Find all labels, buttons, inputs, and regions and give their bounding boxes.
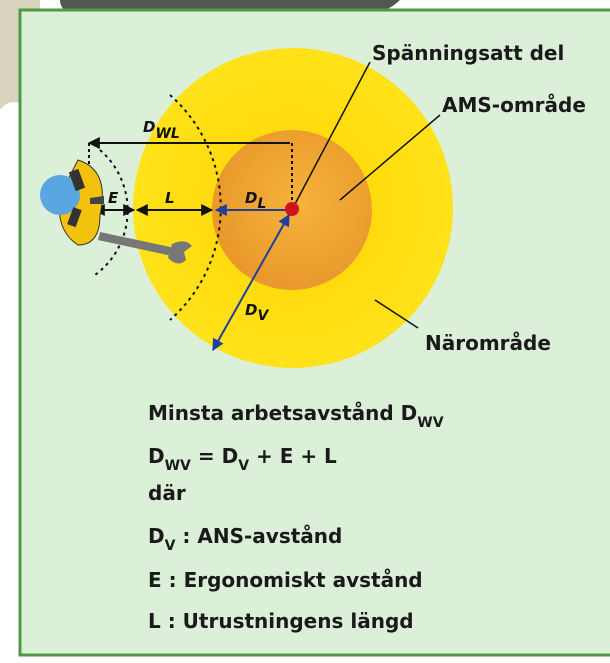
legend-line: L : Utrustningens längd <box>148 609 414 633</box>
legend-text: Minsta arbetsavstånd D <box>148 401 417 425</box>
label-sub: L <box>257 196 266 212</box>
l-label: L <box>165 189 175 207</box>
legend-text: där <box>148 481 186 505</box>
ams-zone-label: AMS-område <box>442 93 586 117</box>
e-label: E <box>108 189 119 207</box>
legend-line: E : Ergonomiskt avstånd <box>148 568 423 592</box>
legend-text: : ANS-avstånd <box>175 524 342 548</box>
subscript: V <box>238 458 249 474</box>
legend-text: D <box>148 444 165 468</box>
legend-text: = D <box>191 444 238 468</box>
live-part-dot <box>285 202 299 216</box>
diagram: Spänningsatt del AMS-område Närområde DW… <box>0 0 610 663</box>
live-part-label: Spänningsatt del <box>372 41 564 65</box>
subscript: WV <box>417 415 443 431</box>
label-sub: V <box>257 308 269 324</box>
near-zone-label: Närområde <box>425 331 551 355</box>
label-main: D <box>143 118 155 136</box>
legend-text: E : Ergonomiskt avstånd <box>148 568 423 592</box>
legend-text: D <box>148 524 165 548</box>
legend-text: L : Utrustningens längd <box>148 609 414 633</box>
label-main: D <box>245 301 257 319</box>
label-sub: WL <box>155 126 179 142</box>
legend-line: där <box>148 481 186 505</box>
legend-text: + E + L <box>249 444 337 468</box>
subscript: WV <box>165 458 191 474</box>
subscript: V <box>165 538 176 554</box>
label-main: D <box>245 189 257 207</box>
